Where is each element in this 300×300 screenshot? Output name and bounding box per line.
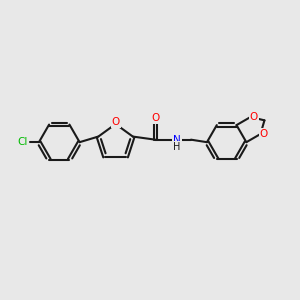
Text: O: O (260, 129, 268, 139)
Text: O: O (151, 113, 159, 123)
Text: N: N (173, 135, 181, 145)
Text: Cl: Cl (17, 137, 28, 147)
Text: O: O (112, 117, 120, 127)
Text: O: O (250, 112, 258, 122)
Text: H: H (173, 142, 181, 152)
